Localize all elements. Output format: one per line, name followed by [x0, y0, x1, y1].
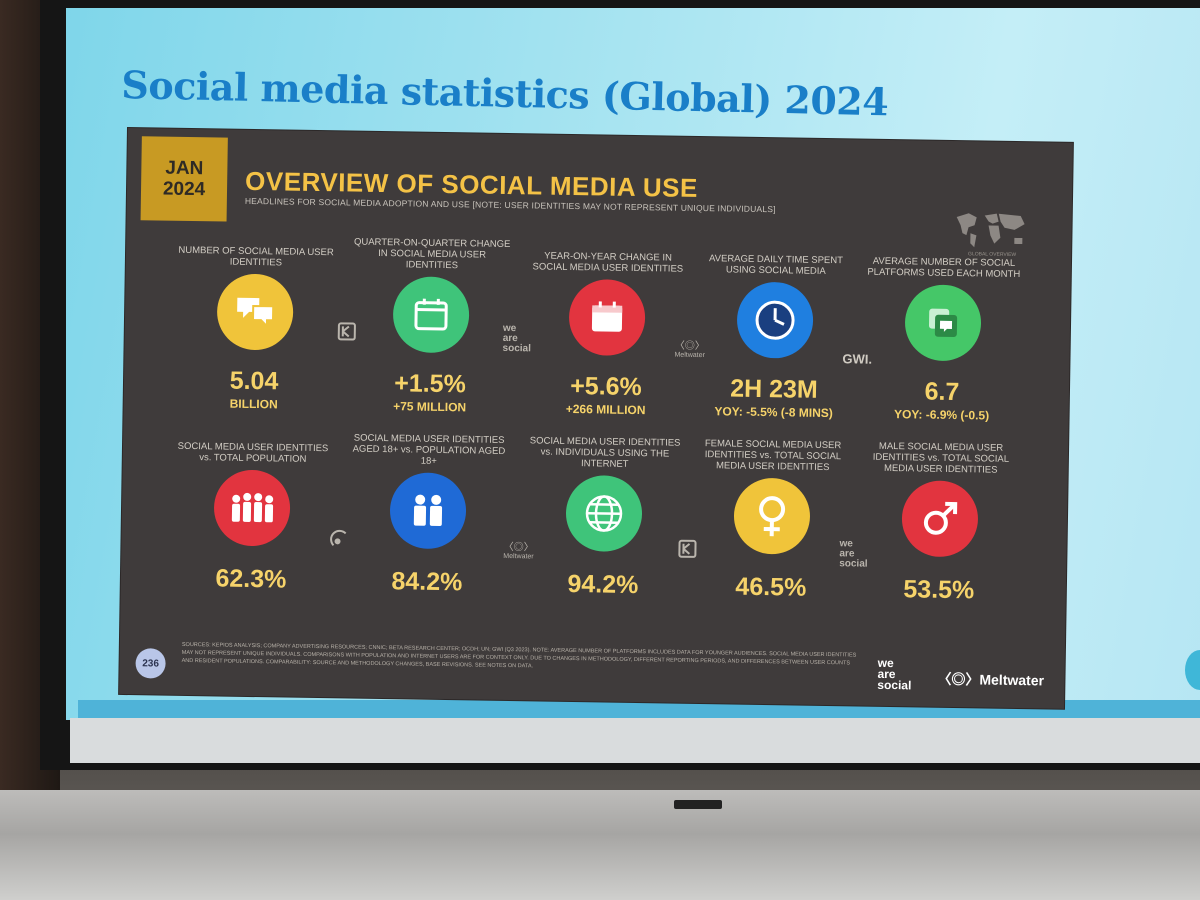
- stat-value: 84.2%: [391, 567, 463, 597]
- stat-value: 46.5%: [735, 572, 807, 602]
- stat-label: YEAR-ON-YEAR CHANGE IN SOCIAL MEDIA USER…: [532, 250, 684, 275]
- stat-value: 6.7: [924, 377, 960, 407]
- slide-side-decoration: [1185, 650, 1200, 690]
- stat-label: FEMALE SOCIAL MEDIA USER IDENTITIES vs. …: [704, 438, 842, 474]
- date-month: JAN: [165, 157, 204, 180]
- stat-value: 2H 23M: [729, 374, 818, 404]
- meltwater-mark: 〈◎〉: [937, 670, 980, 688]
- date-year: 2024: [162, 178, 206, 201]
- stat-subvalue: +266 MILLION: [565, 401, 646, 418]
- meltwater-word: Meltwater: [503, 552, 534, 561]
- we-are-social-logo: we are social: [502, 323, 532, 355]
- infographic-panel: JAN 2024 OVERVIEW OF SOCIAL MEDIA USE HE…: [119, 128, 1073, 709]
- meltwater-word: Meltwater: [674, 351, 705, 360]
- we-are-social-logo-row2: we are social: [839, 538, 868, 570]
- page-number-badge: 236: [135, 648, 166, 679]
- people-group-icon: [213, 469, 291, 547]
- male-symbol-icon: [901, 480, 979, 558]
- footer-we-are-social-logo: we are social: [877, 656, 912, 693]
- stat-label: SOCIAL MEDIA USER IDENTITIES vs. INDIVID…: [529, 435, 681, 470]
- world-map-icon: [956, 213, 1025, 248]
- social-word: social: [839, 558, 868, 570]
- stat-vs-adults: SOCIAL MEDIA USER IDENTITIES AGED 18+ vs…: [347, 432, 510, 597]
- stat-platforms-used: AVERAGE NUMBER OF SOCIAL PLATFORMS USED …: [861, 244, 1024, 423]
- sources-note: SOURCES: KEPIOS ANALYSIS; COMPANY ADVERT…: [181, 641, 857, 670]
- stat-male-share: MALE SOCIAL MEDIA USER IDENTITIES vs. TO…: [859, 440, 1022, 605]
- female-symbol-icon: [733, 477, 811, 555]
- stat-female-share: FEMALE SOCIAL MEDIA USER IDENTITIES vs. …: [691, 437, 854, 602]
- kepios-swirl-logo: [330, 529, 347, 546]
- stat-label: AVERAGE DAILY TIME SPENT USING SOCIAL ME…: [708, 253, 844, 277]
- stat-user-identities: NUMBER OF SOCIAL MEDIA USER IDENTITIES 5…: [174, 233, 337, 412]
- footer-meltwater-logo: 〈◎〉Meltwater: [937, 669, 1044, 691]
- globe-icon: [565, 474, 643, 553]
- stat-subvalue: YOY: -5.5% (-8 MINS): [714, 404, 833, 421]
- stat-qoq-change: QUARTER-ON-QUARTER CHANGE IN SOCIAL MEDI…: [350, 236, 513, 415]
- clock-icon: [736, 281, 814, 359]
- kepios-logo: [337, 322, 356, 341]
- stat-subvalue: +75 MILLION: [393, 399, 467, 415]
- stat-label: AVERAGE NUMBER OF SOCIAL PLATFORMS USED …: [867, 255, 1021, 281]
- screen-lower-area: [70, 718, 1200, 763]
- stat-value: 5.04: [229, 366, 279, 396]
- social-word: social: [877, 677, 912, 693]
- ledge-slot: [674, 800, 722, 809]
- stat-subvalue: BILLION: [229, 396, 278, 412]
- stacked-apps-icon: [904, 284, 982, 362]
- stat-vs-population: SOCIAL MEDIA USER IDENTITIES vs. TOTAL P…: [171, 429, 334, 594]
- stat-label: NUMBER OF SOCIAL MEDIA USER IDENTITIES: [178, 244, 334, 269]
- stat-value: +5.6%: [569, 371, 643, 402]
- stat-subvalue: YOY: -6.9% (-0.5): [893, 407, 990, 423]
- stat-value: 62.3%: [215, 564, 287, 594]
- adults-icon: [389, 472, 467, 550]
- stat-label: SOCIAL MEDIA USER IDENTITIES AGED 18+ vs…: [352, 432, 506, 467]
- calendar-90-icon: [392, 276, 470, 354]
- stat-vs-internet-users: SOCIAL MEDIA USER IDENTITIES vs. INDIVID…: [523, 434, 686, 600]
- stat-label: QUARTER-ON-QUARTER CHANGE IN SOCIAL MEDI…: [353, 236, 511, 272]
- meltwater-mark: 〈◎〉: [674, 340, 705, 353]
- gwi-logo: GWI.: [842, 351, 873, 367]
- stat-daily-time: AVERAGE DAILY TIME SPENT USING SOCIAL ME…: [694, 241, 857, 420]
- calendar-365-icon: [568, 278, 646, 357]
- stat-yoy-change: YEAR-ON-YEAR CHANGE IN SOCIAL MEDIA USER…: [526, 238, 689, 418]
- stat-label: MALE SOCIAL MEDIA USER IDENTITIES vs. TO…: [872, 440, 1010, 476]
- stat-value: +1.5%: [394, 369, 467, 399]
- date-badge: JAN 2024: [140, 136, 228, 222]
- meltwater-mark: 〈◎〉: [503, 541, 534, 554]
- stat-value: 94.2%: [567, 569, 639, 600]
- kepios-logo-row2: [678, 539, 697, 558]
- meltwater-logo: 〈◎〉 Meltwater: [674, 337, 705, 359]
- stat-label: SOCIAL MEDIA USER IDENTITIES vs. TOTAL P…: [177, 440, 329, 465]
- meltwater-word: Meltwater: [979, 671, 1045, 689]
- speech-bubbles-icon: [216, 273, 294, 351]
- meltwater-logo-row2: 〈◎〉 Meltwater: [503, 538, 534, 560]
- social-word: social: [502, 342, 532, 355]
- whiteboard-ledge: [0, 790, 1200, 900]
- stat-value: 53.5%: [903, 575, 975, 605]
